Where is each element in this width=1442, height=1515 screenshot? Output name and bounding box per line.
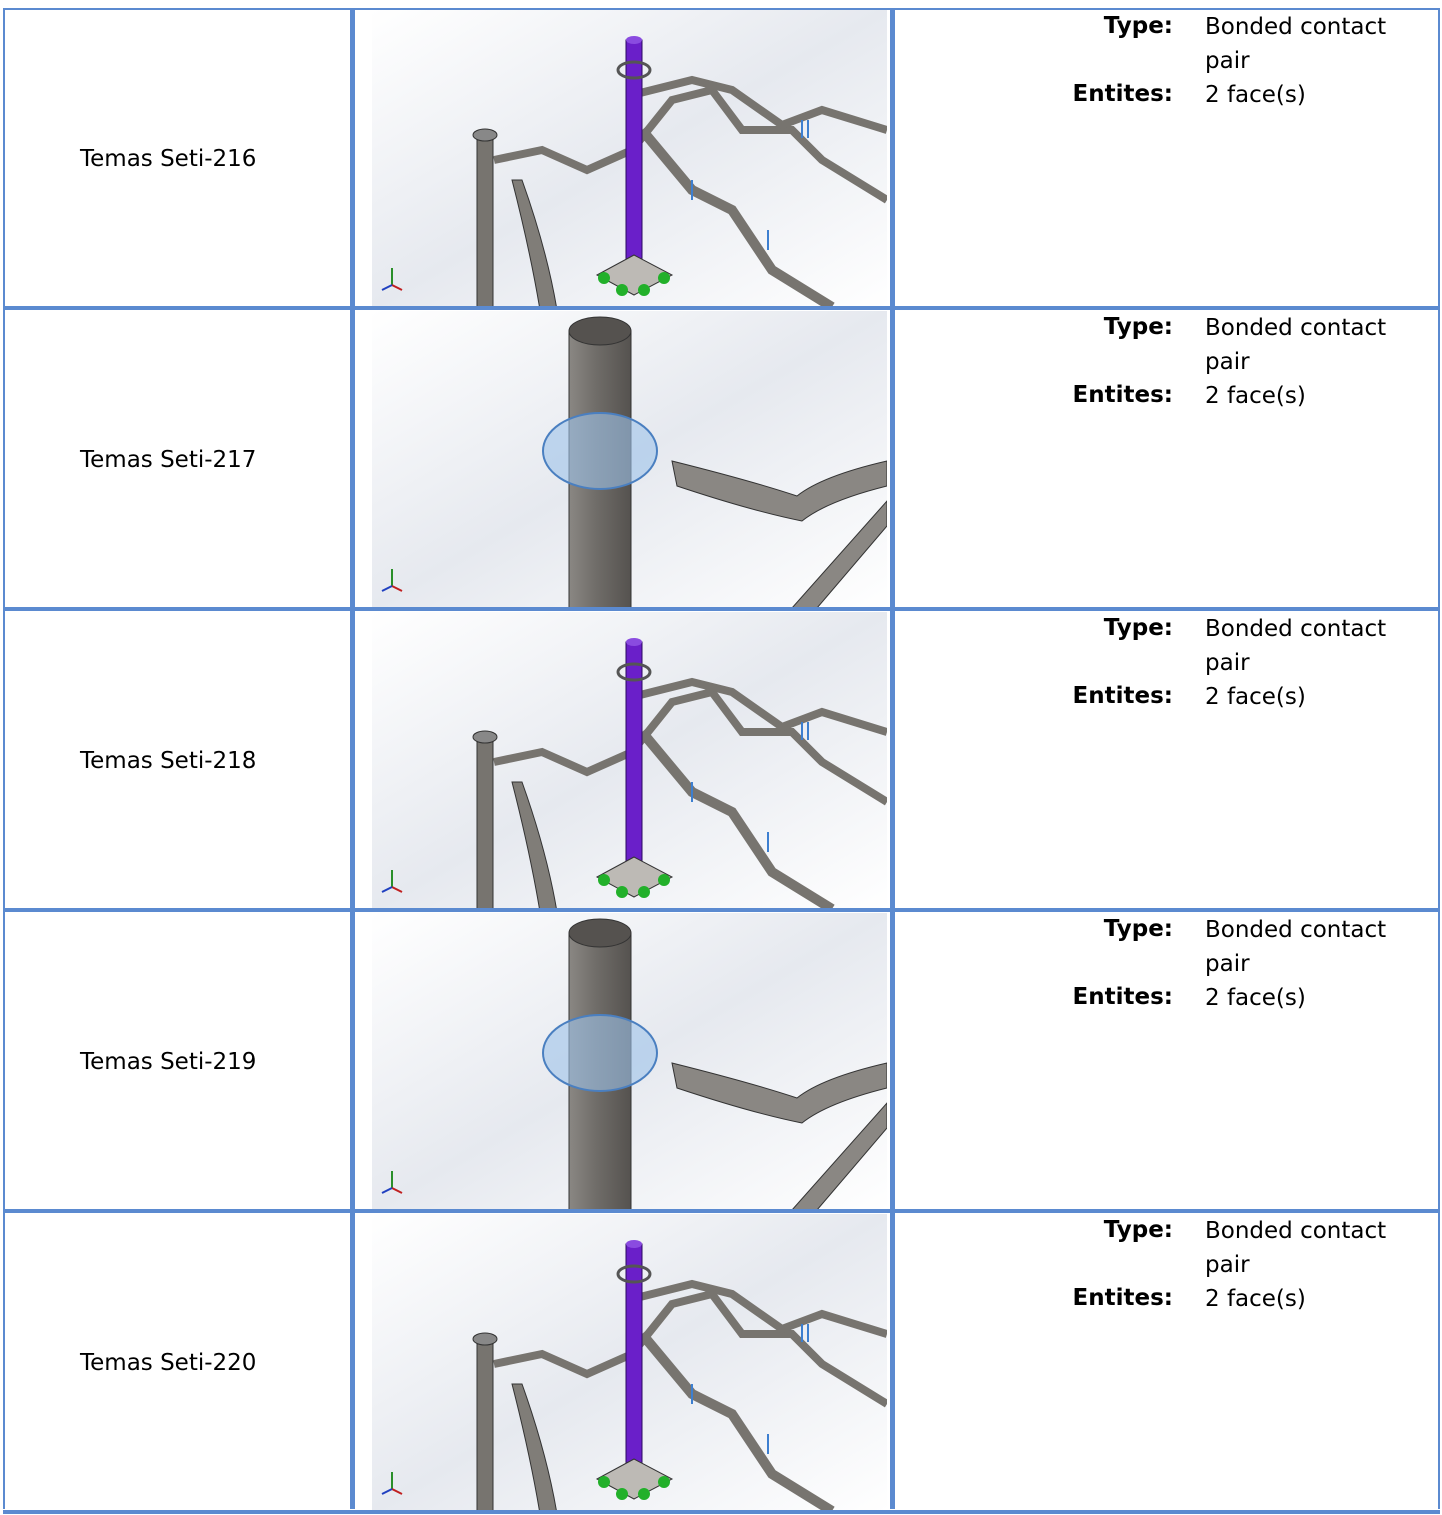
entities-label: Entites: — [1072, 1285, 1173, 1311]
contact-image — [372, 913, 887, 1210]
entities-label: Entites: — [1072, 81, 1173, 107]
type-value: Bonded contact pair — [1205, 1218, 1387, 1278]
contact-name: Temas Seti-216 — [80, 145, 257, 172]
border — [1438, 8, 1440, 1509]
entities-value: 2 face(s) — [1205, 1286, 1306, 1312]
border — [3, 607, 1440, 611]
contact-image — [372, 10, 887, 307]
border — [3, 1510, 1440, 1514]
entities-label: Entites: — [1072, 382, 1173, 408]
type-value: Bonded contact pair — [1205, 917, 1387, 977]
type-value: Bonded contact pair — [1205, 616, 1387, 676]
entities-value: 2 face(s) — [1205, 684, 1306, 710]
entities-value: 2 face(s) — [1205, 985, 1306, 1011]
border — [3, 8, 1440, 10]
table-row: Temas Seti-219 Type: Bonded contact pair En… — [3, 913, 1440, 1214]
type-value: Bonded contact pair — [1205, 14, 1387, 74]
table-row: Temas Seti-218 Type: Bonded contact pair En… — [3, 612, 1440, 913]
contact-image — [372, 1214, 887, 1511]
contact-name: Temas Seti-219 — [80, 1048, 257, 1075]
contact-name: Temas Seti-218 — [80, 747, 257, 774]
contact-image — [372, 311, 887, 608]
type-label: Type: — [1103, 314, 1173, 340]
type-value: Bonded contact pair — [1205, 315, 1387, 375]
type-label: Type: — [1103, 916, 1173, 942]
type-label: Type: — [1103, 13, 1173, 39]
border — [3, 8, 5, 1509]
contact-name: Temas Seti-217 — [80, 446, 257, 473]
type-label: Type: — [1103, 1217, 1173, 1243]
border — [3, 1209, 1440, 1213]
entities-label: Entites: — [1072, 683, 1173, 709]
border — [3, 306, 1440, 310]
entities-value: 2 face(s) — [1205, 82, 1306, 108]
contact-image — [372, 612, 887, 909]
contact-name: Temas Seti-220 — [80, 1349, 257, 1376]
border — [3, 908, 1440, 912]
border — [890, 8, 895, 1509]
type-label: Type: — [1103, 615, 1173, 641]
table-row: Temas Seti-216 Type: Bonded contact pair En… — [3, 10, 1440, 311]
entities-label: Entites: — [1072, 984, 1173, 1010]
entities-value: 2 face(s) — [1205, 383, 1306, 409]
table-row: Temas Seti-220 Type: Bonded contact pair En… — [3, 1214, 1440, 1515]
border — [350, 8, 355, 1509]
table-row: Temas Seti-217 Type: Bonded contact pair En… — [3, 311, 1440, 612]
